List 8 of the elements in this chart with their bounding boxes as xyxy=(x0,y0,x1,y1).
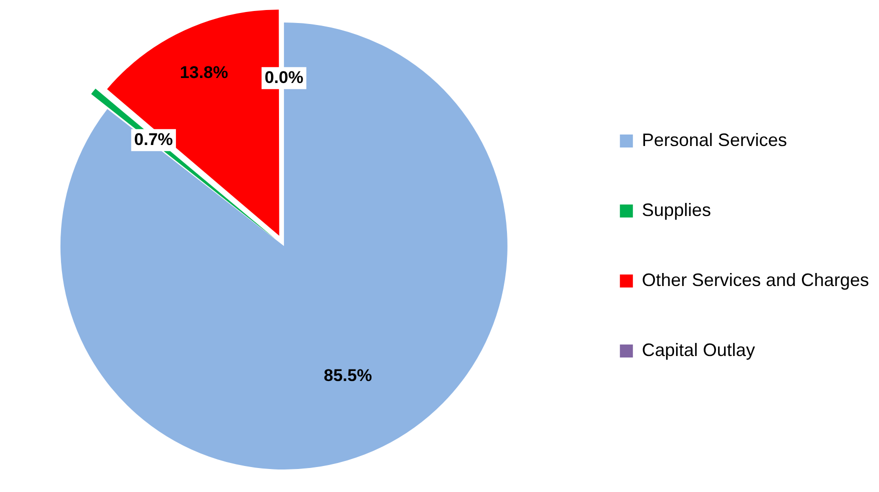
text: 0.0% xyxy=(264,68,304,87)
data-label: 85.5% xyxy=(324,366,372,386)
data-label: 0.7% xyxy=(134,130,173,149)
legend-label: Capital Outlay xyxy=(642,340,755,360)
legend-label: Personal Services xyxy=(642,130,787,150)
legend-label: Supplies xyxy=(642,200,711,220)
data-label: 13.8% xyxy=(180,63,228,82)
legend-label: Other Services and Charges xyxy=(642,270,869,290)
